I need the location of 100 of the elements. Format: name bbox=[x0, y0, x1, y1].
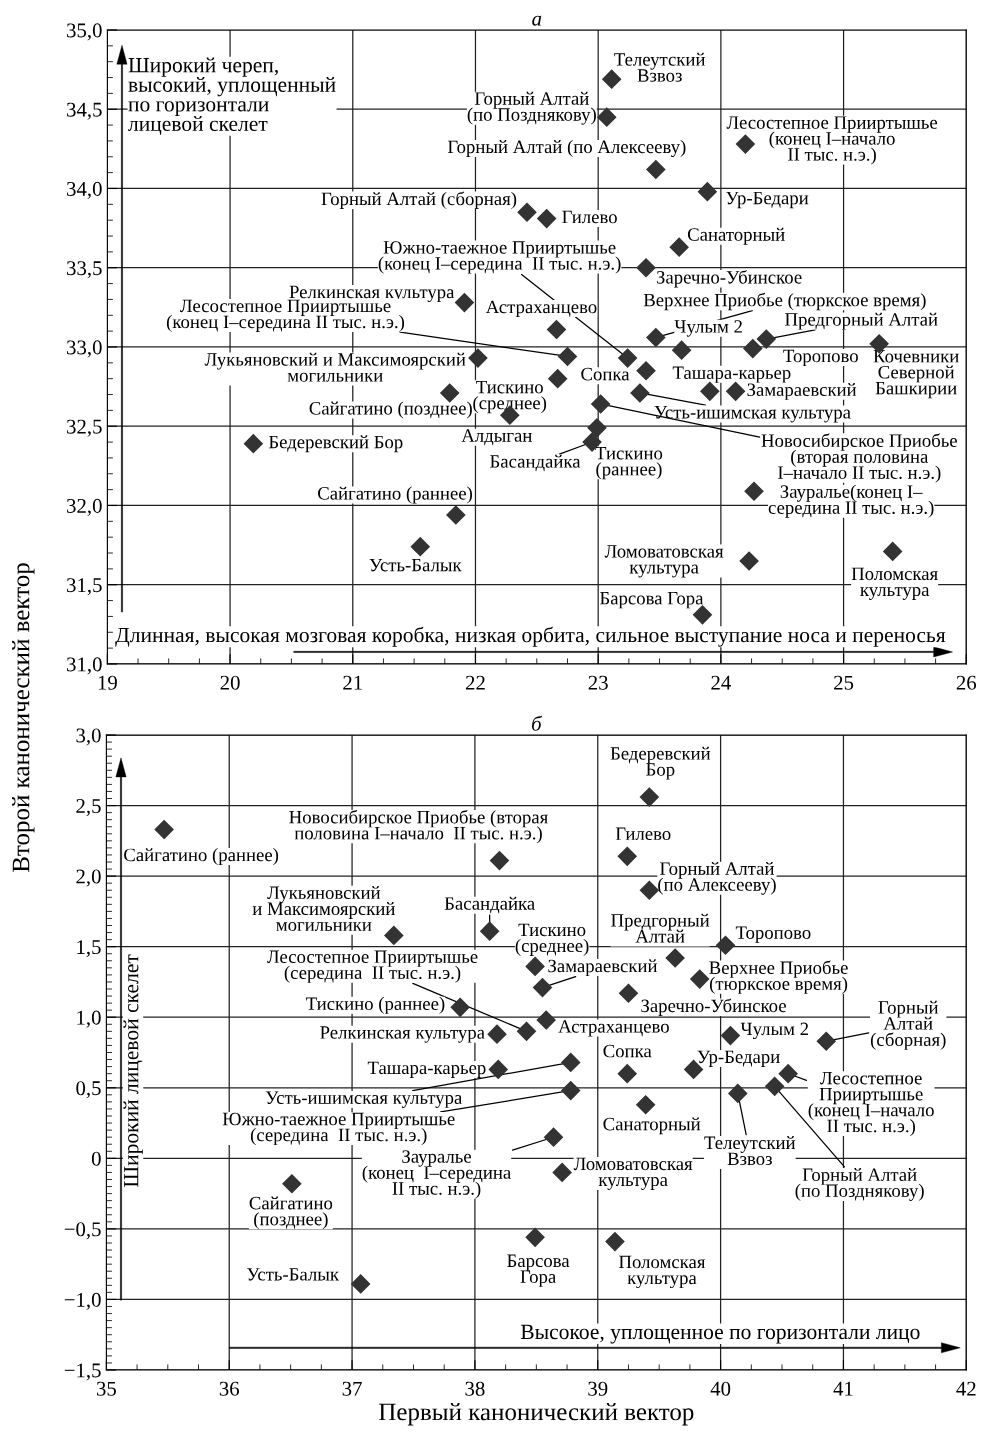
annotation: Кочевники Северной Башкирии bbox=[873, 350, 959, 399]
point bbox=[410, 537, 430, 557]
annotation: Ташара-карьер bbox=[672, 366, 791, 383]
point bbox=[765, 1076, 785, 1096]
y-tick-label: 2,5 bbox=[76, 798, 101, 816]
annotation: Усть-Балык bbox=[369, 558, 462, 572]
annotation: Сопка bbox=[603, 1044, 652, 1058]
point bbox=[591, 394, 611, 414]
x-tick-label: 20 bbox=[220, 675, 240, 690]
y-tick-label: 1,0 bbox=[77, 1010, 101, 1028]
annotation: Новосибирское Приобье (вторая половина I–начало II тыс. н.э.) bbox=[289, 809, 548, 844]
y-tick-label: −1,0 bbox=[64, 1292, 101, 1310]
y-tick-label: −1,5 bbox=[64, 1363, 101, 1381]
point bbox=[548, 369, 568, 389]
x-tick-label: 36 bbox=[219, 1381, 240, 1396]
y-tick-label: 3,0 bbox=[76, 728, 101, 746]
point bbox=[602, 69, 622, 89]
annotation: Зауралье (конец I–середина II тыс. н.э.) bbox=[362, 1150, 511, 1199]
annotation: Новосибирское Приобье (вторая половина I–начало II тыс. н.э.) bbox=[761, 433, 957, 483]
point bbox=[525, 1227, 545, 1247]
point bbox=[665, 948, 685, 968]
y-tick-label: 33,0 bbox=[67, 340, 102, 358]
annotation: Барсова Гора bbox=[599, 592, 704, 609]
annotation: Ташара-карьер bbox=[367, 1061, 486, 1078]
annotation: Торопово bbox=[735, 926, 811, 943]
annotation: Заречно-Убинское bbox=[656, 270, 802, 288]
point bbox=[636, 258, 656, 278]
x-tick-label: 35 bbox=[96, 1381, 116, 1396]
point bbox=[516, 1021, 537, 1041]
annotation: Ломоватовская культура bbox=[604, 545, 724, 578]
y-tick-label: 35,0 bbox=[67, 23, 102, 41]
point bbox=[561, 1081, 581, 1101]
point bbox=[715, 935, 736, 955]
point bbox=[552, 1162, 572, 1182]
x-tick-label: 42 bbox=[956, 1381, 976, 1396]
point bbox=[618, 983, 638, 1003]
point bbox=[587, 418, 607, 438]
point bbox=[384, 925, 404, 945]
x-tick-label: 38 bbox=[465, 1381, 485, 1396]
annotation: Барсова Гора bbox=[507, 1254, 570, 1287]
annotation: Предгорный Алтай bbox=[785, 312, 938, 330]
x-tick-label: 25 bbox=[834, 675, 854, 690]
x-tick-label: 23 bbox=[588, 675, 608, 690]
point bbox=[468, 348, 488, 368]
annotation: Бедеревский Бор bbox=[268, 435, 403, 453]
point bbox=[672, 340, 692, 360]
point bbox=[517, 202, 537, 222]
annotation: Усть-ишимская культура bbox=[265, 1091, 463, 1108]
x-tick-label: 21 bbox=[343, 675, 362, 690]
annotation: Лесостепное Прииртышье (конец I–начало II тыс. н.э.) bbox=[808, 1071, 934, 1137]
annotation: Сайгатино (раннее) bbox=[318, 486, 473, 504]
point bbox=[454, 293, 474, 313]
point bbox=[525, 956, 545, 976]
annotation: Заречно-Убинское bbox=[641, 998, 786, 1016]
y-axis-title: Второй канонический вектор bbox=[12, 563, 35, 873]
point bbox=[739, 551, 759, 571]
y-tick-label: 0,5 bbox=[76, 1081, 101, 1099]
x-tick-label: 40 bbox=[710, 1381, 731, 1396]
point bbox=[561, 1052, 581, 1072]
point bbox=[617, 846, 637, 866]
y-tick-label: 34,0 bbox=[67, 181, 102, 199]
annotation: Горный Алтай (по Алексееву) bbox=[447, 139, 686, 157]
annotation: Широкий череп, высокий, уплощенный по горизонтали лицевой скелет bbox=[128, 57, 336, 135]
annotation: Телеутский Взвоз bbox=[704, 1136, 796, 1166]
point bbox=[446, 505, 466, 525]
point bbox=[617, 1064, 637, 1084]
point bbox=[778, 1064, 798, 1084]
annotation: Лесостепное Прииртышье (конец I–начало II тыс. н.э.) bbox=[726, 116, 938, 165]
point bbox=[532, 978, 553, 998]
point bbox=[537, 209, 557, 229]
chart-title: а bbox=[532, 15, 542, 26]
annotation: Басандайка bbox=[490, 454, 581, 472]
annotation: Усть-Балык bbox=[246, 1268, 340, 1281]
point bbox=[639, 787, 659, 807]
y-tick-label: 32,5 bbox=[67, 419, 102, 437]
point bbox=[728, 1083, 748, 1103]
annotation: Верхнее Приобье (тюркское время) bbox=[709, 960, 848, 994]
annotation: Тискино (раннее) bbox=[306, 996, 445, 1014]
x-tick-label: 39 bbox=[588, 1381, 608, 1396]
annotation: Тискино (среднее) bbox=[473, 380, 547, 414]
annotation: Бедеревский Бор bbox=[610, 746, 711, 780]
y-tick-label: 31,0 bbox=[67, 657, 102, 675]
point bbox=[816, 1031, 836, 1051]
annotation: Релкинская культура bbox=[320, 1026, 485, 1043]
annotation: Торопово bbox=[783, 349, 858, 367]
annotation: Горный Алтай (сборная) bbox=[870, 1000, 946, 1050]
point bbox=[690, 969, 710, 989]
annotation: Санаторный bbox=[603, 1117, 701, 1135]
point bbox=[630, 383, 650, 403]
x-tick-label: 41 bbox=[833, 1381, 853, 1396]
annotation: Замараевский bbox=[747, 383, 857, 400]
annotation: Сопка bbox=[581, 367, 630, 381]
point bbox=[883, 541, 903, 561]
annotation: Астраханцево bbox=[558, 1020, 669, 1037]
point bbox=[489, 851, 510, 871]
annotation: Телеутский Взвоз bbox=[614, 52, 706, 82]
annotation: Чулым 2 bbox=[740, 1022, 809, 1040]
annotation: Лукьяновский и Максимоярский могильники bbox=[204, 352, 466, 382]
annotation: Сайгатино (позднее) bbox=[249, 1196, 333, 1230]
annotation: Горный Алтай (по Позднякову) bbox=[795, 1168, 924, 1201]
